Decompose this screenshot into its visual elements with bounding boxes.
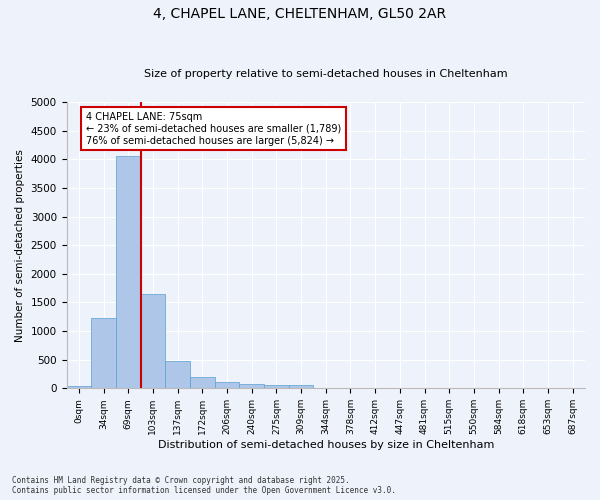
Bar (264, 385, 289, 388)
Bar (91, 318, 116, 388)
Bar (289, 386, 313, 388)
Bar (165, 361, 190, 388)
X-axis label: Distribution of semi-detached houses by size in Cheltenham: Distribution of semi-detached houses by … (158, 440, 494, 450)
Bar (215, 382, 239, 388)
Bar (140, 294, 165, 388)
Text: Contains HM Land Registry data © Crown copyright and database right 2025.
Contai: Contains HM Land Registry data © Crown c… (12, 476, 396, 495)
Bar (67, 386, 91, 388)
Bar (190, 378, 215, 388)
Bar (239, 384, 264, 388)
Bar (116, 156, 140, 388)
Text: 4, CHAPEL LANE, CHELTENHAM, GL50 2AR: 4, CHAPEL LANE, CHELTENHAM, GL50 2AR (154, 8, 446, 22)
Y-axis label: Number of semi-detached properties: Number of semi-detached properties (15, 148, 25, 342)
Title: Size of property relative to semi-detached houses in Cheltenham: Size of property relative to semi-detach… (144, 69, 508, 79)
Text: 4 CHAPEL LANE: 75sqm
← 23% of semi-detached houses are smaller (1,789)
76% of se: 4 CHAPEL LANE: 75sqm ← 23% of semi-detac… (86, 112, 341, 146)
